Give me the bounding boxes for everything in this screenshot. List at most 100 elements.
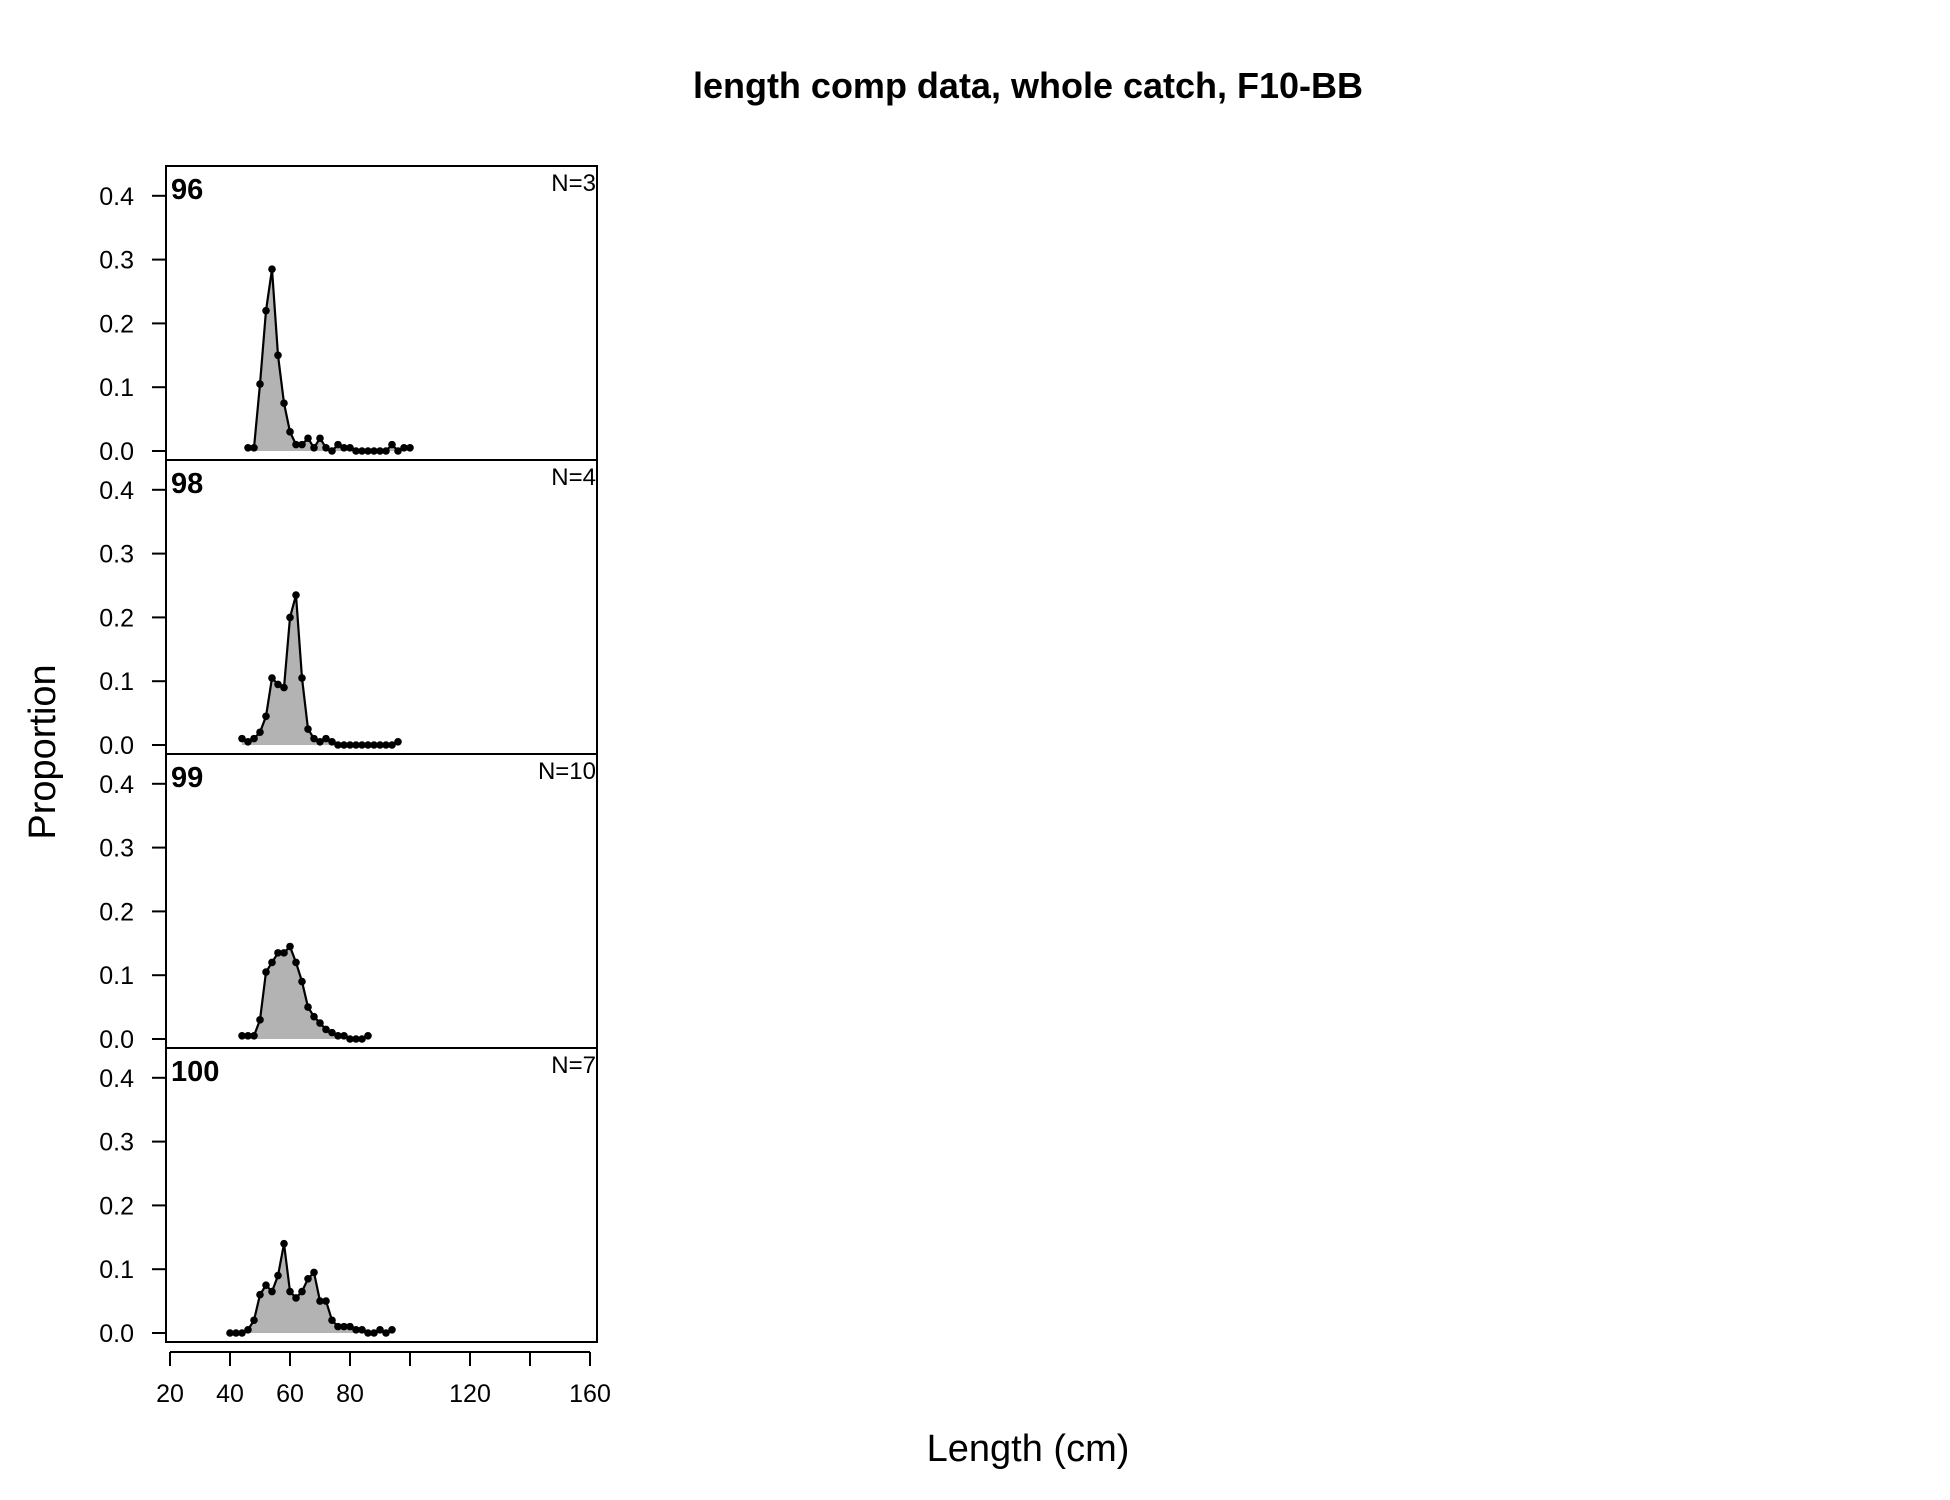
data-point xyxy=(328,1316,336,1325)
data-point xyxy=(316,434,324,443)
data-point xyxy=(268,1287,276,1296)
panel-label: 98 xyxy=(171,468,203,500)
panel-96: 0.0 0.1 0.2 0.3 0.4 96 N=3 xyxy=(99,165,598,466)
data-point xyxy=(292,440,300,449)
y-tick-label: 0.0 xyxy=(99,438,134,466)
series-area xyxy=(248,269,410,451)
data-point xyxy=(232,1329,240,1337)
data-point xyxy=(250,1032,258,1040)
data-point xyxy=(268,958,276,967)
data-point xyxy=(358,741,366,749)
data-point xyxy=(334,440,342,449)
data-point xyxy=(262,306,270,315)
data-point xyxy=(280,683,288,692)
y-tick-label: 0.3 xyxy=(99,541,134,569)
series-area xyxy=(242,595,398,745)
data-point xyxy=(280,399,288,407)
data-point xyxy=(388,741,396,749)
data-point xyxy=(340,1322,348,1331)
data-point xyxy=(370,447,378,455)
data-point xyxy=(340,741,348,749)
y-tick-label: 0.4 xyxy=(99,183,134,211)
data-point xyxy=(310,1012,318,1021)
data-point xyxy=(316,738,324,746)
data-point xyxy=(304,1003,312,1011)
data-point xyxy=(340,1032,348,1040)
data-point xyxy=(340,444,348,452)
data-point xyxy=(310,734,318,743)
x-tick-label: 20 xyxy=(156,1380,184,1408)
data-point xyxy=(274,680,282,689)
data-point xyxy=(328,447,336,455)
data-point xyxy=(358,1326,366,1334)
panel-98: 0.0 0.1 0.2 0.3 0.4 98 N=4 xyxy=(99,459,598,760)
x-axis-label: Length (cm) xyxy=(927,1428,1130,1470)
data-point xyxy=(364,741,372,749)
data-point xyxy=(262,712,270,721)
data-point xyxy=(238,1329,246,1337)
y-tick-label: 0.3 xyxy=(99,247,134,275)
data-point xyxy=(286,428,294,436)
data-point xyxy=(328,738,336,746)
data-point xyxy=(406,444,414,452)
data-point xyxy=(316,1297,324,1305)
x-tick-label: 60 xyxy=(276,1380,304,1408)
x-tick-label: 120 xyxy=(449,1380,491,1408)
series-area xyxy=(242,946,368,1039)
data-point xyxy=(334,1322,342,1331)
data-point xyxy=(322,1025,330,1034)
data-point xyxy=(394,738,402,746)
data-point xyxy=(346,1322,354,1331)
y-tick-label: 0.1 xyxy=(99,962,134,990)
panel-n-label: N=4 xyxy=(551,464,596,491)
data-point xyxy=(376,1326,384,1334)
data-point xyxy=(262,968,270,976)
panel-99: 0.0 0.1 0.2 0.3 0.4 99 N=10 xyxy=(99,753,598,1054)
data-point xyxy=(382,447,390,455)
data-point xyxy=(268,265,276,273)
data-point xyxy=(256,728,264,737)
y-tick-label: 0.0 xyxy=(99,732,134,760)
data-point xyxy=(286,1287,294,1296)
panel-label: 99 xyxy=(171,762,203,794)
panel-frame xyxy=(165,753,598,1049)
data-point xyxy=(298,674,306,682)
y-tick-label: 0.4 xyxy=(99,477,134,505)
data-point xyxy=(394,447,402,455)
series-area xyxy=(230,1243,392,1333)
panel-frame xyxy=(165,165,598,461)
data-point xyxy=(238,734,246,743)
data-point xyxy=(352,1035,360,1043)
data-point xyxy=(298,977,306,986)
data-point xyxy=(310,1268,318,1277)
data-point xyxy=(274,1271,282,1280)
data-point xyxy=(304,434,312,443)
data-point xyxy=(388,440,396,449)
panel-label: 96 xyxy=(171,174,203,206)
data-point xyxy=(376,447,384,455)
data-point xyxy=(256,380,264,388)
data-point xyxy=(316,1019,324,1027)
y-tick-label: 0.4 xyxy=(99,1065,134,1093)
data-point xyxy=(244,738,252,746)
data-point xyxy=(322,734,330,743)
data-point xyxy=(274,949,282,957)
data-point xyxy=(256,1016,264,1024)
data-point xyxy=(346,741,354,749)
data-point xyxy=(388,1326,396,1334)
data-point xyxy=(352,741,360,749)
data-point xyxy=(262,1281,270,1289)
data-point xyxy=(304,725,312,733)
data-point xyxy=(382,741,390,749)
y-tick-label: 0.4 xyxy=(99,771,134,799)
x-tick-label: 40 xyxy=(216,1380,244,1408)
data-point xyxy=(292,591,300,599)
panel-label: 100 xyxy=(171,1056,219,1088)
y-tick-label: 0.1 xyxy=(99,1256,134,1284)
data-point xyxy=(298,1287,306,1296)
panel-n-label: N=3 xyxy=(551,170,596,197)
data-point xyxy=(280,949,288,957)
data-point xyxy=(244,444,252,452)
data-point xyxy=(352,1326,360,1334)
